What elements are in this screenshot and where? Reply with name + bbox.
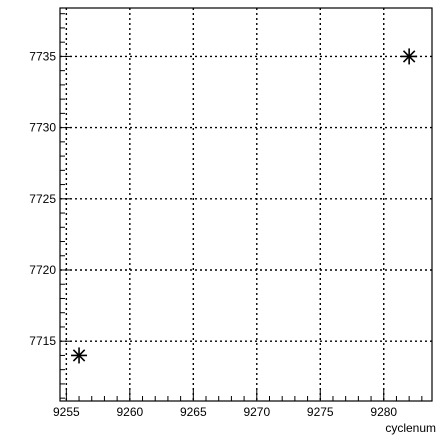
- data-point: [71, 347, 88, 364]
- x-tick-label: 9280: [370, 405, 397, 419]
- y-tick-label: 7720: [29, 263, 56, 277]
- grid-layer: [60, 8, 432, 401]
- x-tick-label: 9270: [243, 405, 270, 419]
- y-tick-label: 7715: [29, 334, 56, 348]
- y-tick-label: 7730: [29, 121, 56, 135]
- marker-stroke: [402, 50, 416, 63]
- label-layer: 9255 9260 9265 9270 9275 9280 7715 7720 7725 7730…: [29, 49, 397, 419]
- point-layer: [71, 48, 418, 364]
- y-tick-label: 7735: [29, 49, 56, 63]
- y-tick-label: 7725: [29, 192, 56, 206]
- marker-stroke: [72, 349, 86, 362]
- x-tick-label: 9260: [116, 405, 143, 419]
- x-tick-label: 9275: [307, 405, 334, 419]
- tick-layer: [60, 13, 423, 401]
- data-point: [401, 48, 418, 65]
- x-tick-label: 9255: [53, 405, 80, 419]
- plot-frame: [59, 7, 433, 402]
- x-axis-title: cyclenum: [385, 421, 436, 435]
- x-tick-label: 9265: [180, 405, 207, 419]
